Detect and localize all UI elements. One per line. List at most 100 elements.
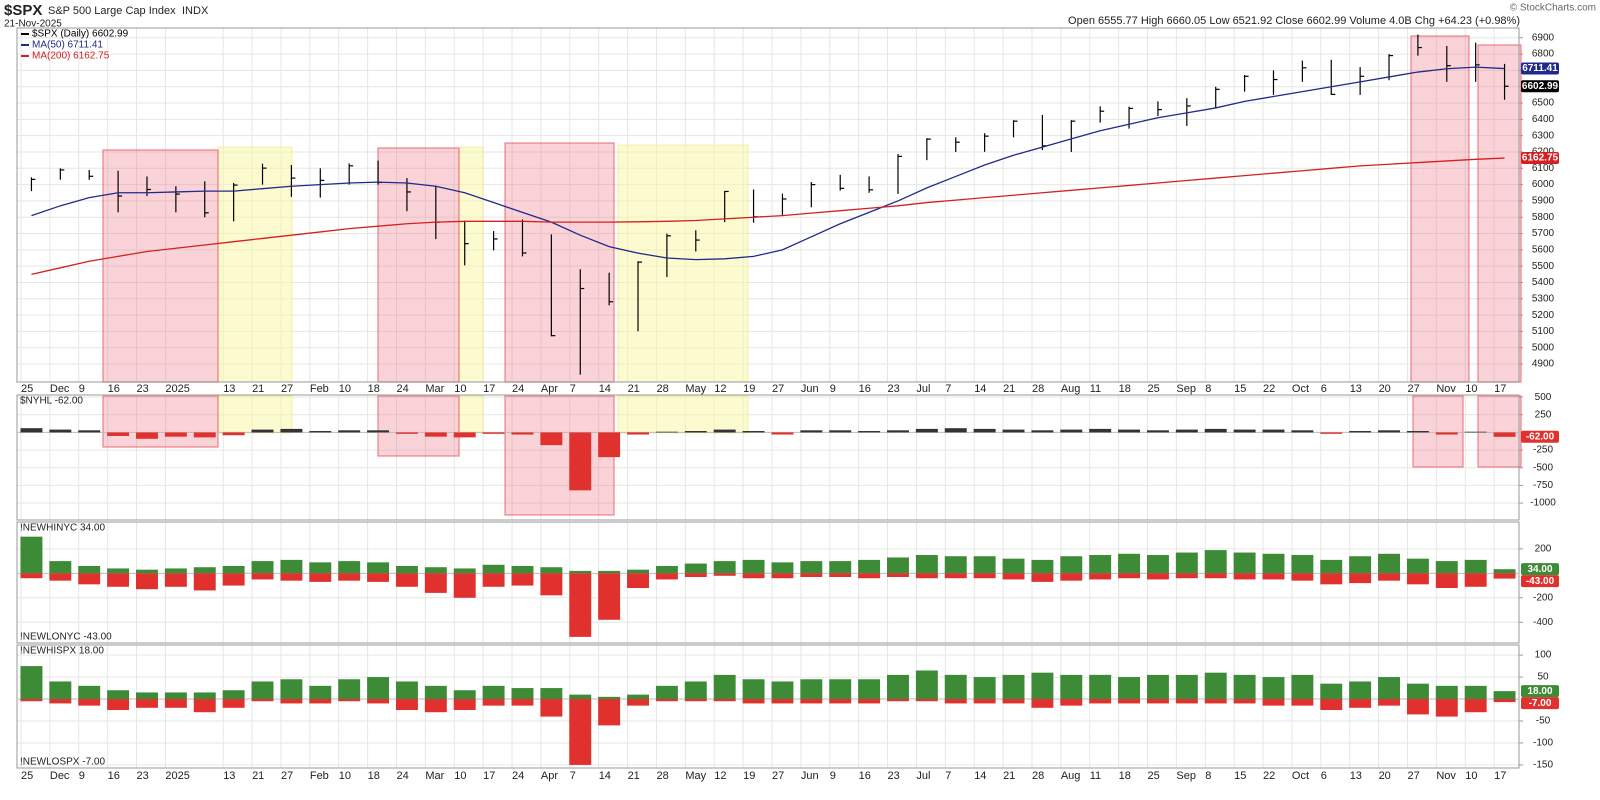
y-tick-label: 5100 (1532, 326, 1555, 337)
symbol: $SPX (4, 2, 42, 19)
bar (251, 681, 274, 700)
bar (1175, 552, 1198, 574)
bar (771, 681, 794, 700)
y-tick-label: 5500 (1532, 261, 1555, 272)
index-name: S&P 500 Large Cap Index (48, 5, 176, 17)
bar (973, 699, 996, 704)
y-tick-label: 50 (1537, 672, 1549, 683)
x-tick-label: 7 (945, 770, 951, 782)
y-tick-label: -400 (1533, 617, 1553, 628)
x-tick-label: 7 (570, 770, 576, 782)
bar (395, 573, 418, 587)
x-tick-label: 2025 (165, 770, 189, 782)
bar (1435, 685, 1458, 700)
ma-line (31, 157, 1505, 275)
bar (627, 694, 649, 700)
bar (107, 690, 130, 700)
bar (164, 699, 187, 708)
last-value-box (1521, 430, 1559, 443)
last-value-label: 6602.99 (1522, 81, 1559, 92)
last-value-box (1521, 152, 1559, 165)
x-tick-label: 28 (656, 770, 668, 782)
bar (280, 559, 303, 574)
bar (424, 567, 447, 574)
bar (1031, 559, 1054, 574)
y-tick-label: 5000 (1532, 342, 1555, 353)
legend-label: MA(50) 6711.41 (32, 40, 103, 51)
bar (424, 573, 447, 593)
bar (49, 429, 72, 433)
bar (222, 699, 245, 708)
x-tick-label: 23 (137, 770, 149, 782)
bar (107, 432, 130, 436)
bar (771, 432, 794, 435)
x-tick-label: 14 (599, 770, 611, 782)
bar (367, 677, 390, 700)
bar (49, 681, 72, 700)
bar (1089, 699, 1112, 704)
bar (107, 573, 130, 587)
y-tick-label: 6800 (1532, 49, 1555, 60)
x-tick-label: Mar (425, 383, 444, 395)
x-tick-label: 13 (1350, 383, 1362, 395)
x-tick-label: 23 (137, 383, 149, 395)
bar (251, 699, 274, 702)
bar (1493, 691, 1516, 700)
bar (569, 570, 592, 574)
y-tick-label: 6900 (1532, 32, 1555, 43)
bar (1060, 674, 1083, 700)
bar (1118, 573, 1141, 579)
bar (1349, 556, 1372, 574)
bar (742, 559, 765, 574)
bar (684, 431, 707, 433)
bar (453, 690, 476, 700)
bar (1146, 430, 1169, 433)
x-tick-label: 17 (1494, 770, 1506, 782)
bar (511, 688, 534, 700)
bar (367, 562, 390, 574)
x-tick-label: Oct (1292, 770, 1309, 782)
ma-line (31, 66, 1505, 261)
highlight (458, 395, 484, 434)
bar (944, 556, 967, 574)
y-tick-label: -200 (1533, 592, 1553, 603)
legend-label: $SPX (Daily) 6602.99 (32, 29, 129, 40)
bar (540, 688, 563, 700)
bar (1031, 430, 1054, 433)
x-tick-label: 21 (1003, 770, 1015, 782)
bar (1089, 555, 1112, 574)
bar (193, 692, 216, 700)
bar (1464, 431, 1487, 433)
x-tick-label: 15 (1234, 770, 1246, 782)
x-tick-label: Apr (541, 383, 558, 395)
bar (1435, 432, 1458, 435)
bar (1262, 429, 1285, 433)
bar (20, 699, 43, 702)
bar (222, 566, 245, 574)
bar (453, 568, 476, 574)
x-tick-label: 18 (368, 383, 380, 395)
bar (1175, 429, 1198, 433)
bar (453, 432, 476, 438)
x-tick-label: Dec (50, 770, 70, 782)
x-tick-label: 6 (1321, 770, 1327, 782)
bar (1406, 558, 1429, 574)
bar (1349, 681, 1372, 700)
highlight (1477, 44, 1522, 383)
bar (20, 428, 43, 433)
x-tick-label: 22 (1263, 770, 1275, 782)
x-tick-label: 21 (628, 770, 640, 782)
bar (1349, 699, 1372, 708)
bar (49, 573, 72, 581)
highlight (504, 142, 615, 383)
bar (193, 567, 216, 574)
bar (338, 679, 361, 700)
x-tick-label: Jul (916, 383, 930, 395)
highlight (1477, 395, 1522, 468)
bar (829, 573, 852, 577)
bar (887, 557, 909, 574)
bar (627, 569, 649, 574)
x-tick-label: 18 (1119, 770, 1131, 782)
x-tick-label: 17 (1494, 383, 1506, 395)
